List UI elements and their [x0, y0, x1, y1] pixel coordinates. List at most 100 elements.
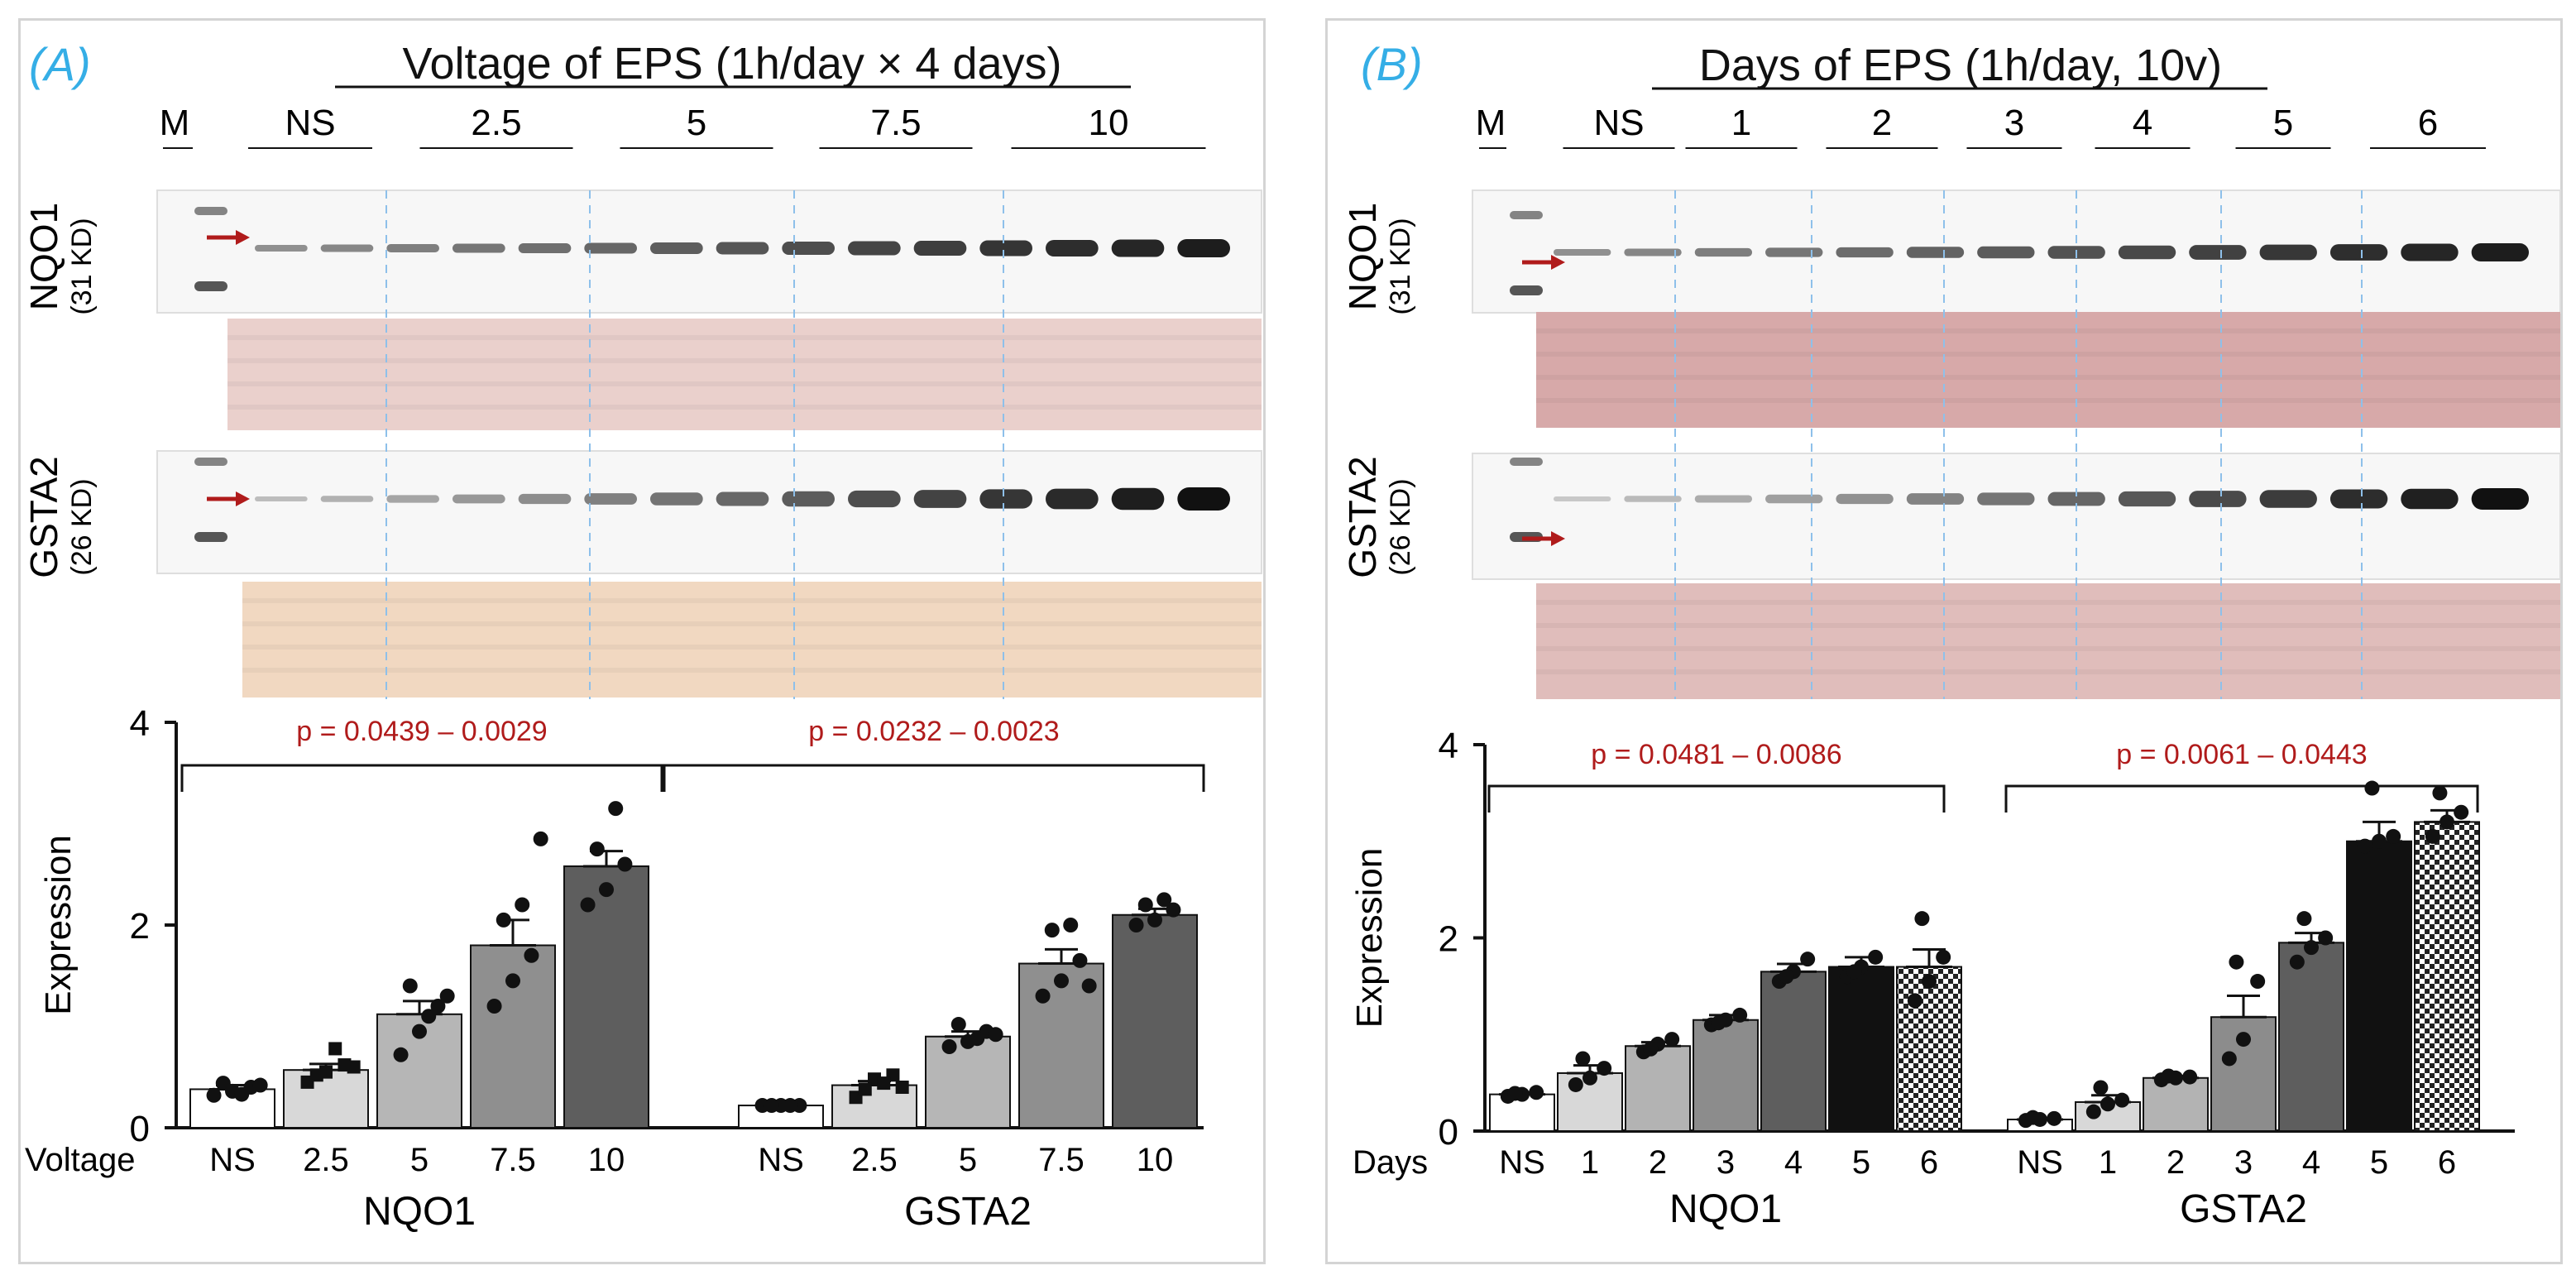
- data-point: [1081, 978, 1097, 994]
- bar: [563, 865, 649, 1129]
- panel-title: Voltage of EPS (1h/day × 4 days): [402, 39, 1061, 89]
- data-point: [580, 897, 596, 913]
- data-point: [412, 1024, 427, 1039]
- data-point: [2289, 954, 2305, 970]
- band-arrowhead: [1551, 255, 1565, 270]
- data-point: [402, 978, 418, 994]
- data-point: [1711, 1015, 1726, 1031]
- protein-band: [1694, 247, 1753, 257]
- data-point: [2221, 1051, 2237, 1067]
- data-point: [608, 801, 624, 817]
- protein-band: [2118, 245, 2176, 260]
- data-point: [2364, 780, 2380, 796]
- ponceau-stripe: [1536, 600, 2560, 605]
- lane-group-label: 5: [687, 103, 706, 143]
- bar: [1693, 1019, 1759, 1133]
- protein-band: [979, 489, 1032, 509]
- x-prefix-label: Voltage: [25, 1142, 135, 1178]
- data-point: [1732, 1007, 1748, 1023]
- protein-band: [2189, 491, 2247, 507]
- data-point: [1128, 918, 1144, 932]
- protein-band: [320, 244, 374, 252]
- ponceau-stain: [1536, 312, 2560, 428]
- bar: [2143, 1076, 2209, 1132]
- protein-band: [1977, 492, 2035, 506]
- data-point: [877, 1076, 891, 1091]
- data-point: [486, 999, 502, 1014]
- data-point: [1147, 912, 1162, 928]
- x-tick-label: 4: [1784, 1144, 1803, 1181]
- bar: [2278, 942, 2344, 1133]
- data-point: [1582, 1070, 1597, 1086]
- protein-band: [1554, 496, 1611, 501]
- data-point: [2386, 828, 2401, 844]
- significance-bracket: [180, 764, 663, 792]
- lane-group-label: 3: [2004, 103, 2024, 143]
- marker-band: [194, 458, 227, 466]
- data-point: [347, 1060, 361, 1074]
- data-point: [2161, 1068, 2176, 1084]
- x-tick-label: 6: [2438, 1144, 2456, 1181]
- data-point: [2229, 954, 2244, 970]
- protein-band: [913, 490, 967, 508]
- protein-band: [386, 244, 439, 252]
- protein-band: [1836, 247, 1894, 258]
- ponceau-stripe: [227, 358, 1262, 363]
- protein-band: [1977, 246, 2035, 259]
- data-point: [2093, 1080, 2109, 1095]
- ponceau-stripe: [1536, 375, 2560, 380]
- blot-protein-label: NQO1: [22, 203, 65, 310]
- data-point: [393, 1047, 409, 1062]
- significance-bracket: [2004, 784, 2479, 813]
- data-point: [1156, 892, 1172, 908]
- data-point: [2454, 804, 2469, 820]
- protein-band: [255, 245, 308, 252]
- ponceau-stripe: [242, 598, 1262, 603]
- protein-band: [1554, 249, 1611, 256]
- significance-bracket: [1487, 784, 1946, 813]
- data-point: [1597, 1061, 1612, 1076]
- data-point: [2114, 1092, 2130, 1108]
- blot-size-label: (31 KD): [1385, 218, 1416, 314]
- bar: [1760, 971, 1827, 1133]
- ponceau-stripe: [1536, 623, 2560, 628]
- panel-title: Days of EPS (1h/day, 10v): [1699, 41, 2222, 90]
- data-point: [1054, 973, 1069, 989]
- ponceau-stripe: [227, 405, 1262, 410]
- data-point: [2440, 814, 2454, 830]
- data-point: [895, 1081, 909, 1094]
- data-point: [988, 1027, 1003, 1043]
- protein-band: [2329, 244, 2388, 261]
- protein-band: [1836, 493, 1894, 505]
- protein-band: [255, 496, 308, 501]
- bar: [2414, 821, 2480, 1133]
- data-point: [1846, 964, 1862, 980]
- lane-group-label: 7.5: [870, 103, 921, 143]
- protein-band: [2259, 244, 2317, 261]
- protein-band: [452, 243, 505, 253]
- data-point: [1044, 923, 1060, 938]
- x-tick-label: 5: [2370, 1144, 2388, 1181]
- x-tick-label: 2.5: [851, 1142, 898, 1178]
- y-axis-label: Expression: [38, 835, 79, 1015]
- data-point: [2432, 785, 2448, 801]
- data-point: [2047, 1110, 2062, 1126]
- data-point: [430, 999, 446, 1014]
- data-point: [970, 1031, 985, 1047]
- lane-group-label: 6: [2418, 103, 2438, 143]
- protein-band: [320, 496, 374, 502]
- protein-band: [716, 242, 769, 255]
- data-point: [1779, 969, 1794, 985]
- ponceau-stripe: [242, 668, 1262, 673]
- protein-band: [2471, 243, 2529, 261]
- data-point: [2182, 1069, 2198, 1085]
- bar: [283, 1069, 369, 1129]
- marker-band: [1510, 211, 1543, 219]
- x-tick-label: 2: [2167, 1144, 2185, 1181]
- protein-band: [2189, 245, 2247, 260]
- panel-letter: (A): [29, 38, 91, 90]
- data-point: [858, 1082, 872, 1096]
- panel-letter: (B): [1361, 38, 1423, 90]
- x-tick-label: NS: [758, 1142, 804, 1178]
- data-point: [1529, 1085, 1544, 1100]
